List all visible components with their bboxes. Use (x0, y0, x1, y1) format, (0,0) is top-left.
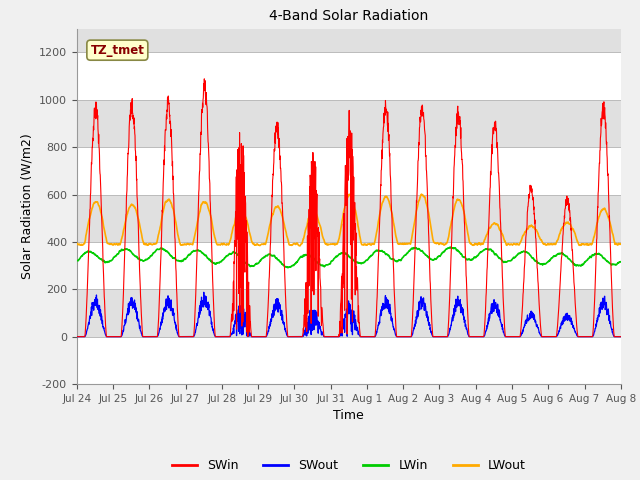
SWin (617, 334, 625, 339)
LWin (73, 258, 81, 264)
LWout (617, 241, 625, 247)
LWout (584, 242, 592, 248)
SWin (569, 260, 577, 266)
LWout (296, 243, 303, 249)
Bar (77, 336, 621, 384)
LWin (446, 244, 454, 250)
LWin (584, 256, 592, 262)
LWin (365, 255, 372, 261)
LWout (418, 191, 426, 197)
SWout (617, 334, 625, 339)
SWout (569, 324, 577, 330)
LWin (225, 252, 232, 258)
Line: SWout: SWout (77, 292, 621, 336)
Legend: SWin, SWout, LWin, LWout: SWin, SWout, LWin, LWout (167, 454, 531, 477)
LWout (508, 241, 515, 247)
Bar (77, 289, 621, 336)
Bar (77, 147, 621, 194)
LWin (376, 248, 384, 253)
SWout (200, 289, 207, 295)
Bar (77, 29, 621, 52)
SWin (376, 194, 384, 200)
Line: SWin: SWin (77, 79, 621, 336)
LWout (73, 240, 81, 246)
SWin (365, 334, 372, 339)
LWin (617, 259, 625, 264)
Line: LWin: LWin (77, 247, 621, 268)
SWout (376, 310, 384, 316)
SWout (73, 334, 81, 339)
LWin (570, 260, 577, 266)
LWout (570, 227, 577, 232)
SWout (507, 334, 515, 339)
SWin (200, 76, 208, 82)
SWout (365, 334, 372, 339)
LWout (376, 208, 384, 214)
SWin (73, 334, 81, 339)
Line: LWout: LWout (77, 194, 621, 246)
SWout (225, 334, 232, 339)
Bar (77, 242, 621, 289)
LWout (225, 241, 232, 247)
LWin (284, 265, 292, 271)
SWin (507, 334, 515, 339)
Y-axis label: Solar Radiation (W/m2): Solar Radiation (W/m2) (20, 133, 33, 279)
Bar (77, 52, 621, 100)
LWout (365, 241, 372, 247)
SWin (584, 334, 592, 339)
LWin (508, 258, 515, 264)
Bar (77, 194, 621, 242)
X-axis label: Time: Time (333, 409, 364, 422)
Title: 4-Band Solar Radiation: 4-Band Solar Radiation (269, 10, 428, 24)
SWin (225, 334, 232, 339)
Bar (77, 100, 621, 147)
SWout (584, 334, 592, 339)
Text: TZ_tmet: TZ_tmet (90, 44, 144, 57)
